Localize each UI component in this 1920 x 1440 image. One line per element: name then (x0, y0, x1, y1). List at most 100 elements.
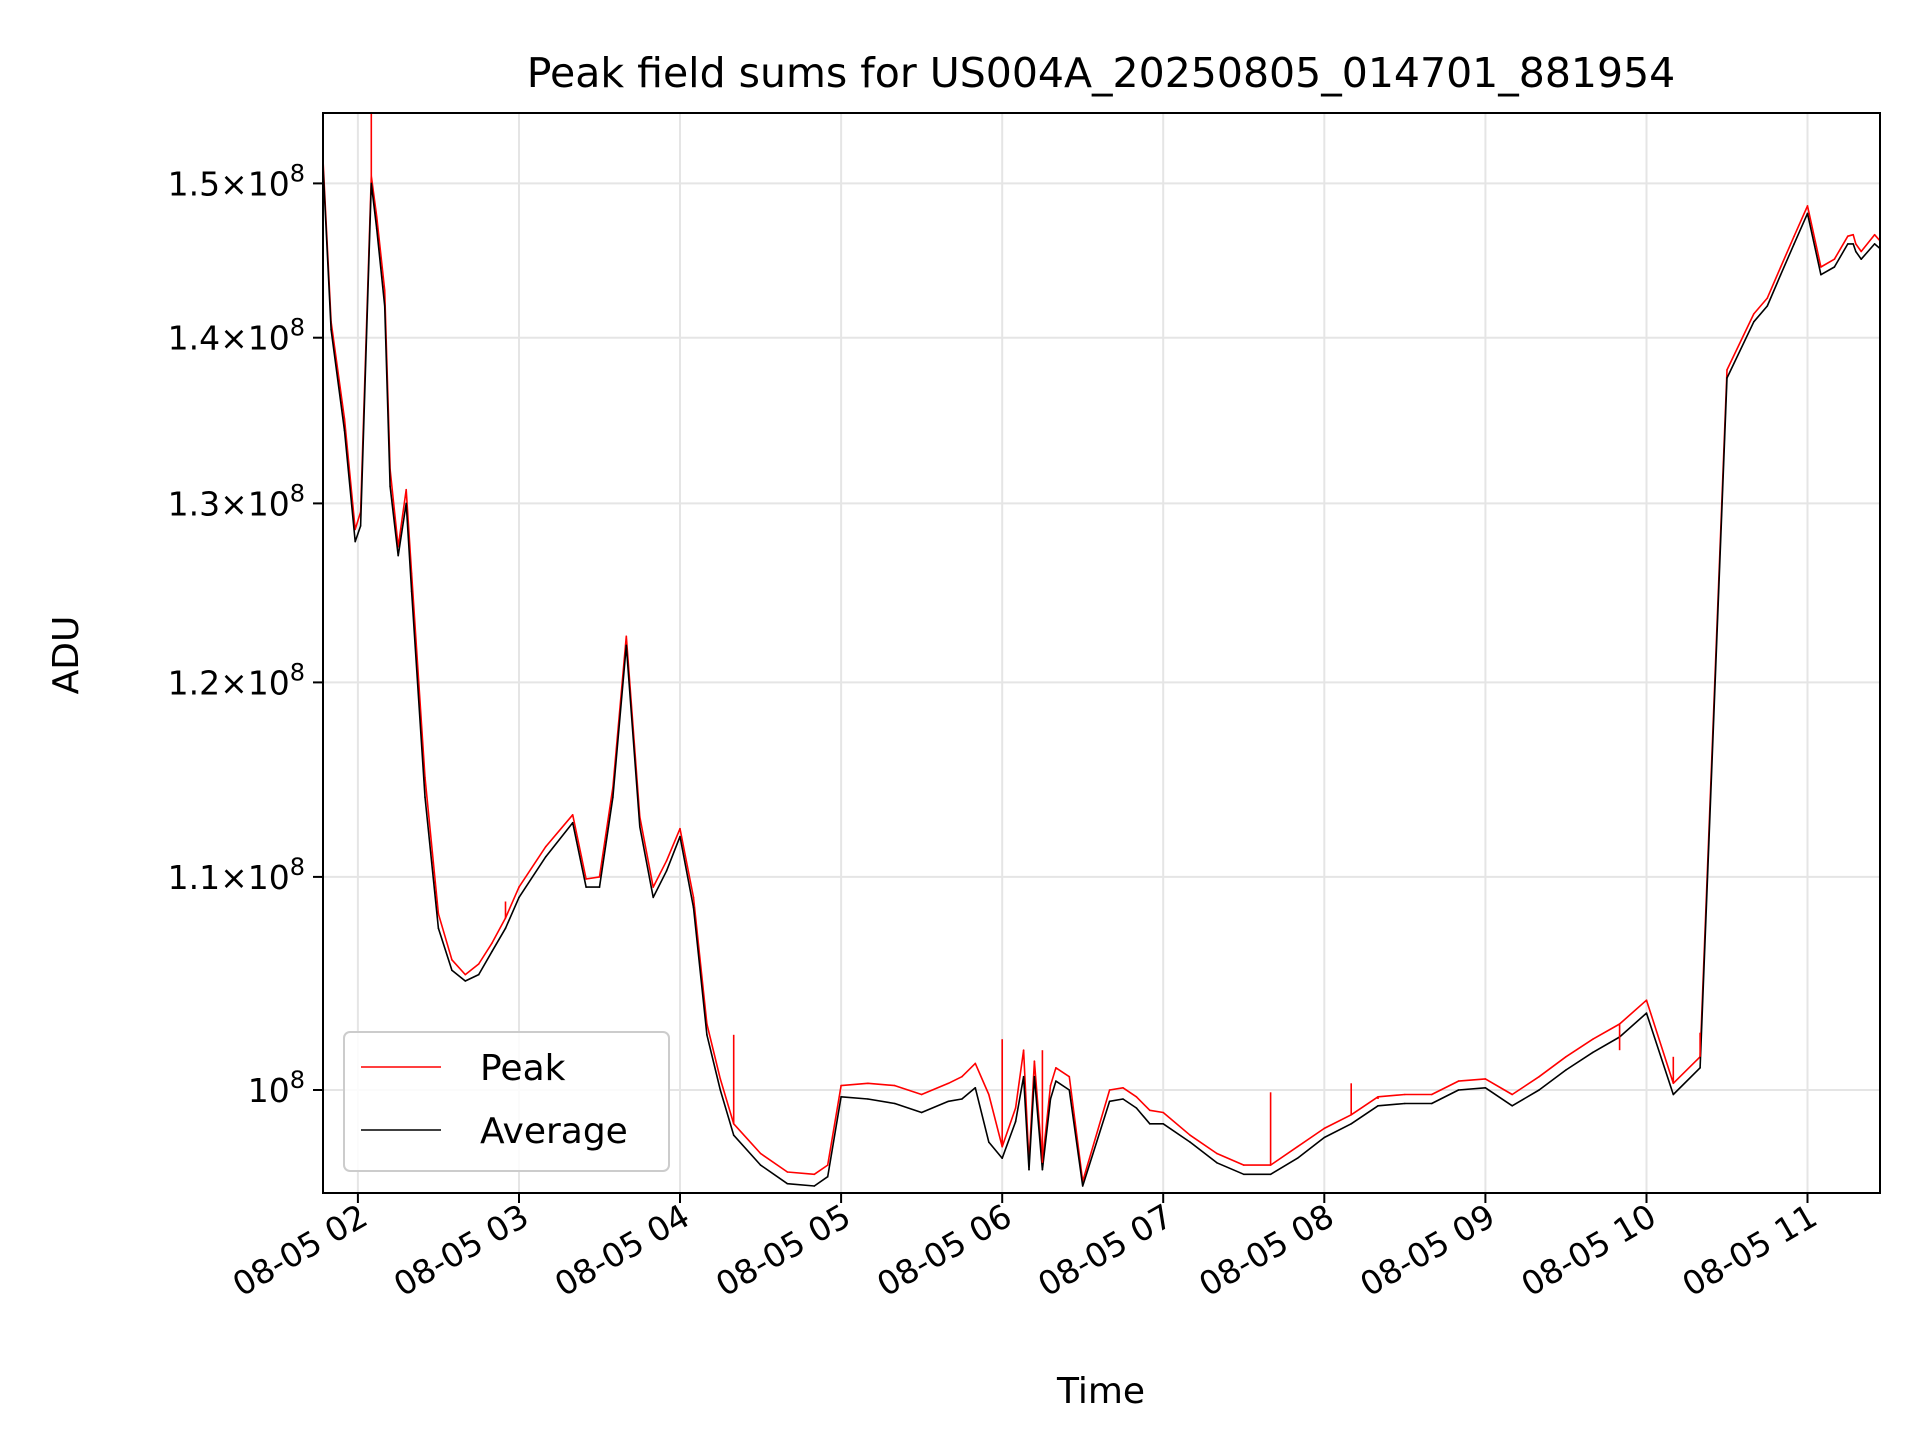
data-point-peak (405, 488, 408, 491)
data-point-peak (518, 886, 520, 888)
data-point-peak (1149, 1109, 1151, 1112)
data-point-average (451, 969, 453, 972)
data-point-peak (1565, 1056, 1567, 1058)
data-point-peak (1296, 1145, 1299, 1148)
legend: Peak Average (343, 1031, 670, 1172)
data-point-average (1001, 1157, 1003, 1159)
plot-frame (322, 112, 1881, 1194)
data-point-peak (1592, 1038, 1594, 1040)
data-point-average (1323, 1136, 1326, 1139)
data-point-average (1081, 1185, 1084, 1187)
data-point-average (813, 1185, 816, 1187)
grid (323, 113, 1880, 1193)
data-point-average (1068, 1089, 1071, 1091)
data-point-average (1592, 1051, 1594, 1054)
data-point-peak (759, 1152, 762, 1155)
data-point-peak (1404, 1093, 1406, 1096)
data-point-average (692, 906, 695, 909)
data-point-peak (867, 1082, 869, 1085)
data-point-average (840, 1096, 842, 1098)
data-point-peak (988, 1093, 990, 1096)
data-point-average (1149, 1123, 1151, 1125)
data-point-average (1430, 1102, 1433, 1105)
data-point-average (1162, 1123, 1164, 1125)
data-point-peak (1847, 235, 1849, 237)
data-point-average (437, 927, 440, 930)
data-point-peak (1511, 1093, 1513, 1096)
data-point-average (1860, 258, 1862, 261)
data-point-average (1296, 1157, 1299, 1159)
data-point-peak (1873, 233, 1876, 236)
data-point-average (652, 896, 654, 899)
data-point-peak (961, 1075, 963, 1078)
data-point-average (464, 980, 467, 982)
data-point-average (375, 227, 378, 230)
data-point-peak (1753, 313, 1755, 315)
data-point-peak (1538, 1075, 1540, 1078)
y-tick-label: 1.1×108 (168, 853, 305, 897)
data-point-peak (451, 959, 453, 961)
data-point-average (1726, 377, 1728, 379)
data-point-average (1049, 1098, 1052, 1100)
data-point-peak (1726, 369, 1728, 371)
data-point-peak (652, 886, 654, 888)
data-point-average (1699, 1067, 1701, 1069)
data-point-average (732, 1134, 735, 1136)
data-point-average (504, 927, 507, 930)
data-point-average (719, 1089, 722, 1091)
data-point-average (598, 886, 601, 888)
data-point-peak (1055, 1067, 1057, 1069)
data-point-average (1484, 1087, 1487, 1089)
data-point-average (330, 328, 332, 331)
data-point-average (759, 1164, 762, 1166)
data-point-peak (1779, 266, 1782, 268)
data-point-peak (464, 973, 467, 976)
data-point-peak (1216, 1152, 1218, 1155)
data-point-average (1847, 243, 1849, 245)
data-point-average (1672, 1093, 1675, 1096)
y-tick-label: 1.2×108 (168, 658, 305, 702)
data-point-peak (343, 418, 346, 420)
legend-label-average: Average (480, 1111, 628, 1152)
x-axis-label: Time (1056, 1371, 1145, 1412)
data-point-average (405, 502, 408, 505)
data-point-average (894, 1102, 896, 1105)
data-point-average (1122, 1098, 1124, 1100)
data-point-average (1108, 1100, 1111, 1103)
data-point-average (1753, 321, 1755, 323)
data-point-average (1855, 250, 1857, 253)
data-point-average (1135, 1107, 1138, 1109)
data-point-peak (1189, 1134, 1191, 1136)
legend-label-peak: Peak (480, 1048, 566, 1089)
data-point-average (625, 644, 628, 647)
data-point-average (920, 1111, 923, 1114)
data-point-peak (1852, 233, 1854, 236)
data-point-average (477, 973, 480, 976)
data-point-peak (1068, 1075, 1071, 1078)
data-point-peak (383, 289, 386, 292)
data-point-peak (840, 1084, 842, 1087)
data-point-average (585, 886, 587, 888)
data-point-average (370, 182, 373, 185)
data-point-average (612, 796, 614, 798)
data-point-peak (1457, 1080, 1460, 1082)
series-group (323, 113, 1880, 1187)
data-point-average (354, 540, 357, 543)
data-point-peak (665, 859, 668, 862)
data-point-average (1873, 243, 1876, 245)
data-point-peak (1430, 1093, 1433, 1096)
data-point-peak (571, 814, 574, 816)
data-point-average (1269, 1173, 1272, 1176)
data-point-average (1511, 1105, 1513, 1107)
y-tick-label: 1.5×108 (168, 159, 305, 203)
data-point-average (491, 950, 493, 953)
data-point-peak (1022, 1049, 1025, 1051)
data-point-peak (625, 635, 628, 638)
data-point-average (1645, 1012, 1648, 1014)
data-point-average (947, 1100, 950, 1103)
data-point-average (1565, 1069, 1567, 1071)
data-point-peak (1766, 297, 1769, 299)
data-point-peak (1014, 1107, 1017, 1109)
